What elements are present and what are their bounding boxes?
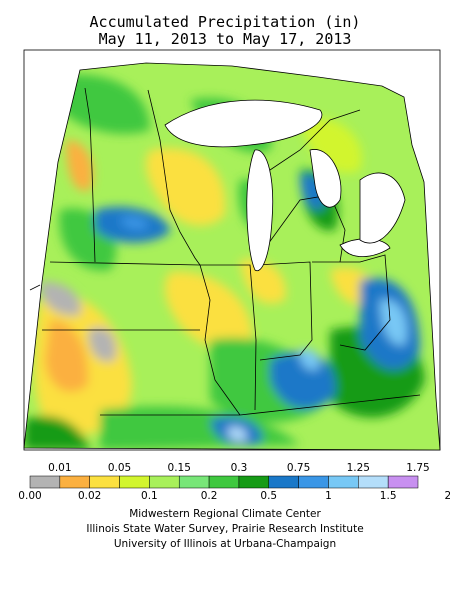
legend-lower-label: 1.5 [380,490,397,502]
legend-colorbar [29,475,419,489]
map-frame [23,49,441,451]
legend-lower-label: 0.1 [141,490,158,502]
legend-swatch [238,475,270,489]
legend-lower-labels: 0.00 0.02 0.1 0.2 0.5 1 1.5 2 [18,490,450,502]
legend-swatch [59,475,90,489]
credit-line3: University of Illinois at Urbana-Champai… [113,538,337,550]
legend-swatch [119,475,150,489]
credit-line1: Midwestern Regional Climate Center [129,508,321,520]
legend-swatch [89,475,120,489]
legend-swatch [178,475,210,489]
map-title-line2: May 11, 2013 to May 17, 2013 [98,30,352,48]
state-boundaries [23,62,441,451]
legend-lower-label: 2 [445,490,450,502]
credit-line2: Illinois State Water Survey, Prairie Res… [86,523,364,535]
legend-upper-label: 0.01 [48,462,71,474]
legend-lower-label: 0.5 [260,490,277,502]
legend-lower-label: 0.2 [201,490,218,502]
legend-upper-label: 0.05 [108,462,131,474]
legend-upper-label: 1.75 [406,462,429,474]
legend-swatch [149,475,180,489]
legend-upper-label: 0.75 [287,462,310,474]
precipitation-field [24,63,440,450]
legend-swatch [328,475,359,489]
legend-swatch [387,475,419,489]
legend-swatch [29,475,61,489]
legend-upper-label: 0.3 [231,462,248,474]
legend-lower-label: 1 [325,490,332,502]
legend-upper-label: 1.25 [347,462,370,474]
legend-upper-labels: 0.01 0.05 0.15 0.3 0.75 1.25 1.75 [48,462,430,474]
legend-swatch [358,475,389,489]
legend-swatch [208,475,240,489]
legend-upper-label: 0.15 [168,462,191,474]
great-lakes [164,99,406,272]
legend-swatch [268,475,299,489]
map-title-line1: Accumulated Precipitation (in) [89,13,361,31]
legend-swatch [298,475,329,489]
legend-lower-label: 0.00 [18,490,41,502]
legend-lower-label: 0.02 [78,490,101,502]
